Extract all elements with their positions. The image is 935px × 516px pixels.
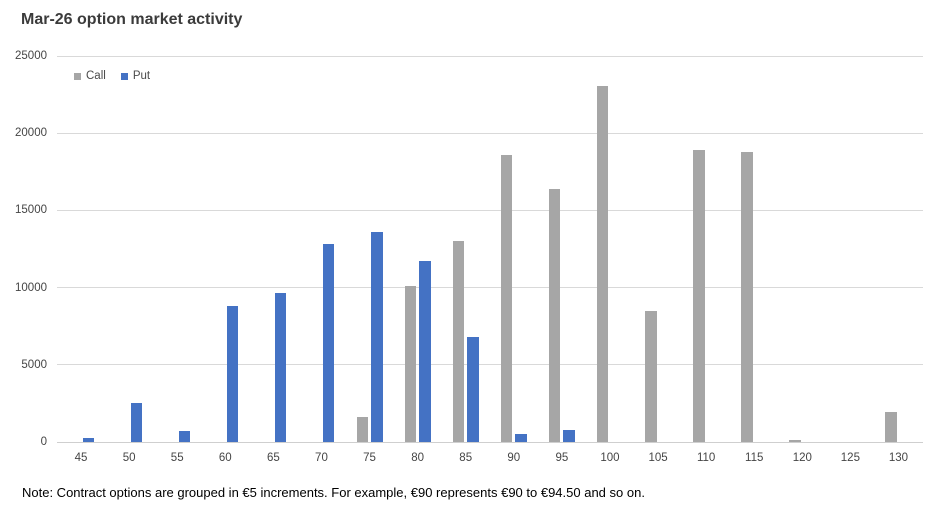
gridline-5000 xyxy=(57,364,923,366)
chart-note: Note: Contract options are grouped in €5… xyxy=(22,485,645,500)
bar-call-130 xyxy=(885,411,897,442)
bar-put-65 xyxy=(274,293,287,442)
bar-put-55 xyxy=(178,431,191,442)
bar-call-100 xyxy=(596,86,609,442)
x-tick-label-100: 100 xyxy=(600,452,620,464)
bar-call-105 xyxy=(645,310,657,442)
x-tick-label-65: 65 xyxy=(266,452,280,464)
x-tick-label-125: 125 xyxy=(840,452,860,464)
y-tick-label-0: 0 xyxy=(40,436,47,448)
bar-put-90 xyxy=(515,434,527,442)
legend-label-call: Call xyxy=(86,70,106,82)
x-tick-label-55: 55 xyxy=(170,452,184,464)
x-tick-label-60: 60 xyxy=(218,452,232,464)
x-tick-label-80: 80 xyxy=(411,452,425,464)
bar-call-75 xyxy=(356,416,369,442)
bar-put-85 xyxy=(467,337,479,442)
gridline-15000 xyxy=(57,209,923,211)
bar-put-70 xyxy=(322,244,335,442)
x-tick-label-45: 45 xyxy=(74,452,88,464)
y-tick-label-10000: 10000 xyxy=(15,281,47,294)
bar-call-90 xyxy=(500,154,513,442)
bar-put-50 xyxy=(130,403,143,442)
x-axis-line xyxy=(57,441,923,443)
x-tick-label-90: 90 xyxy=(507,452,521,464)
legend: Call Put xyxy=(74,70,150,82)
legend-item-call: Call xyxy=(74,70,106,82)
bar-call-110 xyxy=(693,150,705,442)
bar-put-75 xyxy=(371,232,383,442)
bar-put-45 xyxy=(82,438,95,442)
bar-put-95 xyxy=(563,429,575,442)
y-tick-label-5000: 5000 xyxy=(21,358,47,371)
x-tick-label-70: 70 xyxy=(315,452,328,464)
bar-call-120 xyxy=(789,439,801,442)
x-tick-label-50: 50 xyxy=(122,452,136,464)
x-tick-label-130: 130 xyxy=(888,452,909,464)
legend-label-put: Put xyxy=(132,70,151,82)
bar-put-80 xyxy=(419,261,431,442)
x-tick-label-110: 110 xyxy=(696,452,716,464)
x-tick-label-105: 105 xyxy=(648,452,668,464)
x-tick-label-120: 120 xyxy=(792,452,812,464)
gridline-10000 xyxy=(57,287,923,289)
bar-call-95 xyxy=(548,188,561,442)
bar-call-80 xyxy=(404,286,417,442)
x-tick-label-95: 95 xyxy=(555,452,569,464)
call-swatch-icon xyxy=(74,72,81,80)
bar-call-115 xyxy=(741,151,753,442)
x-tick-label-115: 115 xyxy=(745,452,764,464)
gridline-20000 xyxy=(57,132,923,134)
bar-put-60 xyxy=(226,306,239,442)
chart-title: Mar-26 option market activity xyxy=(21,11,243,28)
y-tick-label-25000: 25000 xyxy=(15,50,47,62)
x-tick-label-75: 75 xyxy=(363,452,376,464)
gridline-25000 xyxy=(57,55,923,57)
put-swatch-icon xyxy=(120,72,128,80)
x-tick-label-85: 85 xyxy=(459,452,473,464)
legend-item-put: Put xyxy=(120,70,151,82)
bar-call-85 xyxy=(452,241,465,442)
y-tick-label-20000: 20000 xyxy=(15,127,47,140)
y-tick-label-15000: 15000 xyxy=(15,204,47,217)
